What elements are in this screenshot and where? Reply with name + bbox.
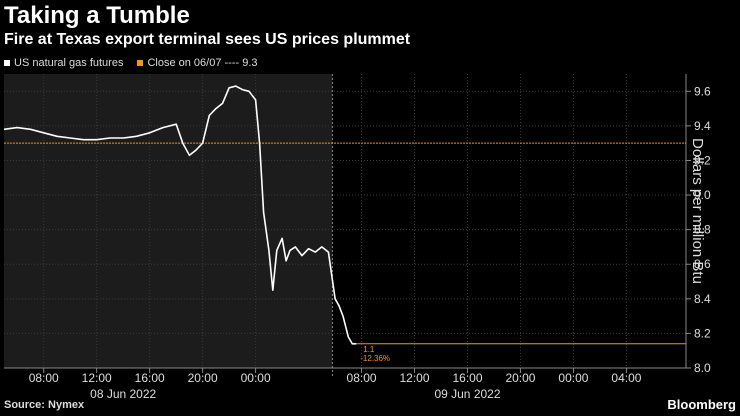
- x-date-label: 08 Jun 2022: [90, 387, 156, 401]
- y-tick-label: 9.0: [694, 188, 711, 202]
- source-note: Source: Nymex: [4, 399, 85, 411]
- x-tick-label: 04:00: [611, 371, 641, 385]
- y-tick-label: 8.6: [694, 257, 711, 271]
- x-tick-label: 12:00: [82, 371, 112, 385]
- chart-subtitle: Fire at Texas export terminal sees US pr…: [4, 31, 411, 48]
- y-axis-label: Dollars per million Btu: [689, 138, 706, 284]
- legend-swatch-close: [137, 60, 144, 66]
- brand-logo: Bloomberg: [667, 397, 736, 412]
- x-tick-label: 12:00: [400, 371, 430, 385]
- x-tick-label: 08:00: [347, 371, 377, 385]
- legend-swatch-futures: [4, 60, 10, 66]
- legend-label-futures: US natural gas futures: [14, 57, 124, 69]
- x-tick-label: 08:00: [29, 371, 59, 385]
- legend-label-close: Close on 06/07 ---- 9.3: [147, 57, 258, 69]
- session-background: [4, 74, 333, 368]
- y-tick-label: 8.0: [694, 361, 711, 375]
- chart-title: Taking a Tumble: [4, 2, 190, 29]
- x-date-label: 09 Jun 2022: [434, 387, 500, 401]
- y-tick-label: 8.2: [694, 326, 711, 340]
- x-tick-label: 20:00: [188, 371, 218, 385]
- futures-series-line: [3, 85, 357, 345]
- legend: US natural gas futures Close on 06/07 --…: [4, 57, 258, 69]
- change-percent-label: -12.36%: [360, 354, 390, 363]
- x-tick-label: 20:00: [505, 371, 535, 385]
- y-tick-label: 9.2: [694, 153, 711, 167]
- x-tick-label: 16:00: [135, 371, 165, 385]
- y-tick-label: 8.8: [694, 223, 711, 237]
- y-tick-label: 8.4: [694, 292, 711, 306]
- x-tick-label: 16:00: [452, 371, 482, 385]
- x-tick-label: 00:00: [558, 371, 588, 385]
- change-value-label: 1.1: [363, 345, 375, 354]
- y-tick-label: 9.4: [694, 119, 711, 133]
- x-tick-label: 00:00: [241, 371, 271, 385]
- y-tick-label: 9.6: [694, 84, 711, 98]
